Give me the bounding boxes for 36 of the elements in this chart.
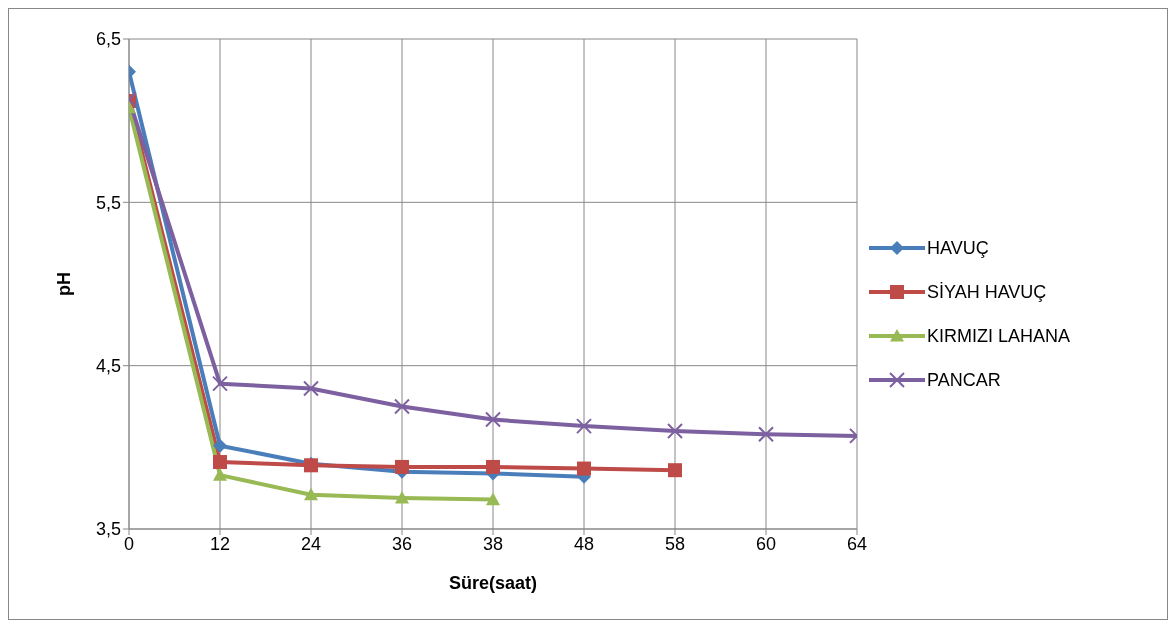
y-tick-label: 6,5 — [95, 29, 121, 50]
legend-label: KIRMIZI LAHANA — [927, 325, 1071, 347]
legend-label: SİYAH HAVUÇ — [927, 281, 1047, 303]
y-axis-title: pH — [54, 272, 75, 296]
x-axis-title: Süre(saat) — [448, 573, 538, 593]
point — [758, 426, 774, 443]
point — [213, 455, 227, 470]
point — [212, 375, 228, 392]
point — [486, 492, 500, 506]
point — [485, 411, 501, 428]
x-tick-label: 58 — [664, 533, 686, 554]
point — [395, 459, 409, 474]
point — [486, 459, 500, 474]
point — [577, 461, 591, 476]
point — [213, 438, 227, 453]
x-tick-label: 64 — [846, 533, 868, 554]
point — [576, 418, 592, 435]
point — [303, 380, 319, 397]
x-tick-label: 36 — [391, 533, 413, 554]
point — [213, 468, 227, 481]
y-tick-label: 4,5 — [95, 356, 121, 377]
x-tick-label: 38 — [482, 533, 504, 554]
point — [304, 487, 318, 501]
point — [667, 423, 683, 439]
x-tick-label: 48 — [573, 533, 595, 554]
y-tick-label: 3,5 — [95, 519, 121, 540]
legend-label: HAVUÇ — [927, 237, 989, 259]
point — [395, 490, 409, 504]
legend-label: PANCAR — [927, 369, 1001, 391]
point — [394, 398, 410, 415]
x-tick-label: 24 — [300, 533, 322, 554]
y-tick-label: 5,5 — [95, 192, 121, 213]
x-tick-label: 60 — [755, 533, 777, 554]
x-tick-label: 12 — [209, 533, 231, 554]
x-tick-label: 0 — [123, 533, 135, 554]
point — [668, 463, 682, 478]
